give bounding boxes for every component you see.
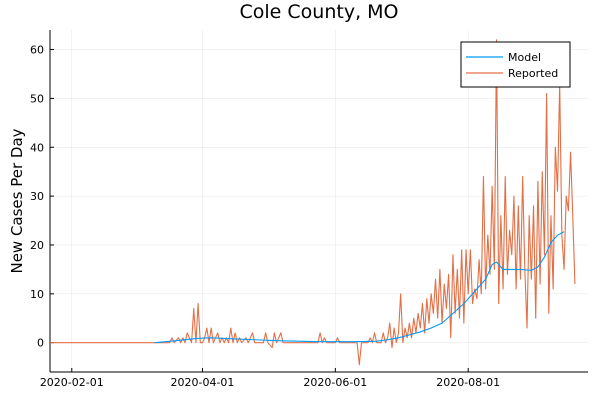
x-tick-label: 2020-02-01 <box>40 376 104 389</box>
y-tick-label: 10 <box>30 288 44 301</box>
x-tick-label: 2020-06-01 <box>303 376 367 389</box>
y-tick-label: 40 <box>30 141 44 154</box>
y-axis-label: New Cases Per Day <box>8 128 26 273</box>
x-axis-ticks: 2020-02-01 2020-04-01 2020-06-01 2020-08-01 <box>40 368 500 389</box>
legend-label-reported: Reported <box>508 67 558 80</box>
legend: Model Reported <box>460 41 571 88</box>
series-lines <box>50 39 576 366</box>
x-tick-label: 2020-04-01 <box>171 376 235 389</box>
y-axis-ticks: 0 10 20 30 40 50 60 <box>30 44 54 350</box>
y-tick-label: 20 <box>30 239 44 252</box>
legend-box <box>460 41 571 88</box>
y-tick-label: 50 <box>30 92 44 105</box>
y-tick-label: 30 <box>30 190 44 203</box>
chart-title: Cole County, MO <box>240 1 399 23</box>
series-line-reported <box>50 39 576 366</box>
y-tick-label: 0 <box>37 337 44 350</box>
y-tick-label: 60 <box>30 44 44 57</box>
series-line-model <box>154 231 565 344</box>
x-tick-label: 2020-08-01 <box>436 376 500 389</box>
legend-label-model: Model <box>508 51 541 64</box>
